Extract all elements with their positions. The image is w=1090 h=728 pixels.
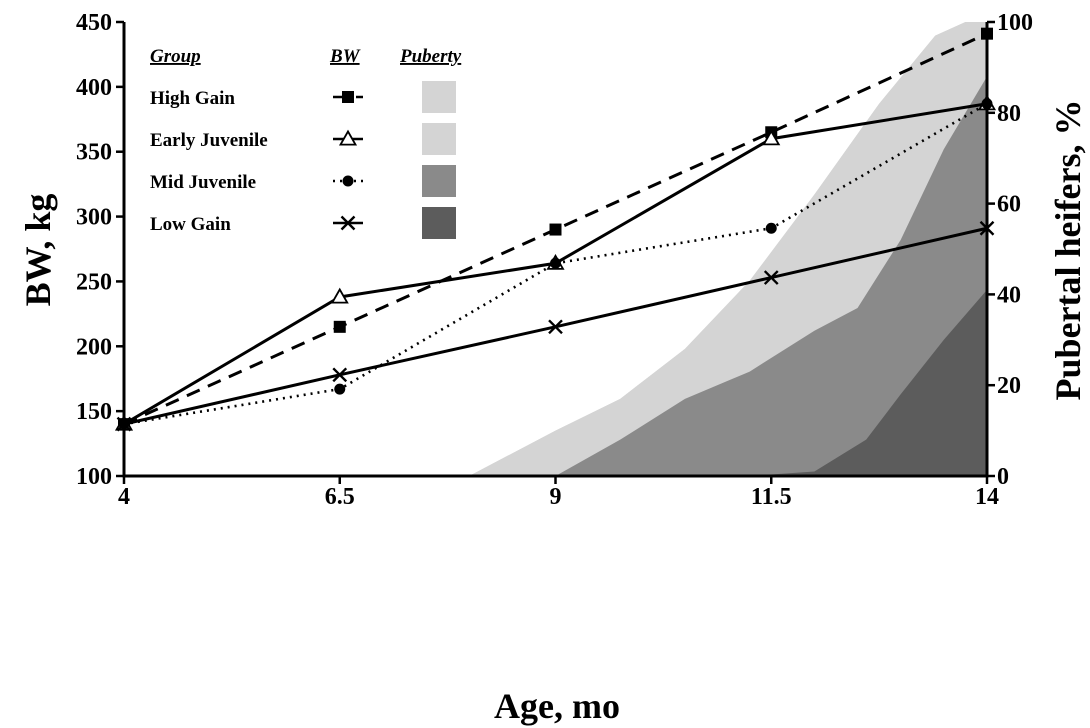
y-tick-label-2: 200 [76,334,112,360]
y2-tick-label-2: 40 [997,282,1021,308]
legend: Group BW Puberty High Gain Early Juvenil… [150,46,462,239]
legend-header-group: Group [150,46,201,67]
legend-swatch-early-juvenile [422,123,456,155]
point-early-juvenile-3 [762,129,781,146]
x-tick-label-3: 11.5 [751,484,792,510]
x-tick-label-4: 14 [975,484,999,510]
legend-header-puberty: Puberty [399,46,462,67]
y-tick-label-0: 100 [76,464,112,490]
y-tick-label-1: 150 [76,399,112,425]
x-tick-label-2: 9 [550,484,562,510]
point-low-gain-2 [548,319,563,335]
legend-swatch-mid-juvenile [422,165,456,197]
point-low-gain-1 [332,367,348,383]
y2-tick-label-4: 80 [997,101,1021,127]
y2-tick-label-3: 60 [997,192,1021,218]
y2-tick-label-0: 0 [997,464,1009,490]
y-tick-label-7: 450 [76,10,112,36]
y-tick-label-6: 400 [76,75,112,101]
legend-label-low-gain: Low Gain [150,214,231,235]
puberty-area-mid-juvenile [555,76,987,476]
point-mid-juvenile-1 [334,383,346,395]
y2-tick-label-5: 100 [997,10,1033,36]
legend-marker-mid-juvenile [342,175,354,187]
axes [116,20,995,484]
x-axis-title: Age, mo [494,686,620,726]
y-tick-label-3: 250 [76,269,112,295]
puberty-areas [469,22,987,476]
point-high-gain-2 [549,223,562,236]
y2-tick-label-1: 20 [997,373,1021,399]
legend-label-high-gain: High Gain [150,88,235,109]
point-early-juvenile-1 [330,287,349,304]
legend-swatch-low-gain [422,207,456,239]
y-tick-label-4: 300 [76,205,112,231]
legend-label-mid-juvenile: Mid Juvenile [150,172,256,193]
x-tick-label-0: 4 [118,484,130,510]
x-tick-label-1: 6.5 [325,484,355,510]
y-tick-label-5: 350 [76,140,112,166]
point-mid-juvenile-2 [550,257,561,269]
point-mid-juvenile-3 [765,222,777,234]
puberty-area-low-gain [749,289,987,476]
legend-header-bw: BW [329,46,361,67]
y-axis-title: BW, kg [18,194,58,307]
bw-markers [114,27,997,432]
legend-swatch-high-gain [422,81,456,113]
legend-symbols [333,81,456,239]
tick-labels: 4 6.5 9 11.5 14 100 150 200 250 300 350 400 450 0 20 40… [76,10,1033,510]
legend-marker-high-gain [342,91,354,103]
legend-label-early-juvenile: Early Juvenile [150,130,268,151]
legend-marker-early-juvenile [338,129,358,146]
point-high-gain-1 [333,320,346,333]
y2-axis-title: Pubertal heifers, % [1048,100,1088,401]
point-low-gain-3 [763,270,779,285]
legend-marker-low-gain [340,215,356,231]
